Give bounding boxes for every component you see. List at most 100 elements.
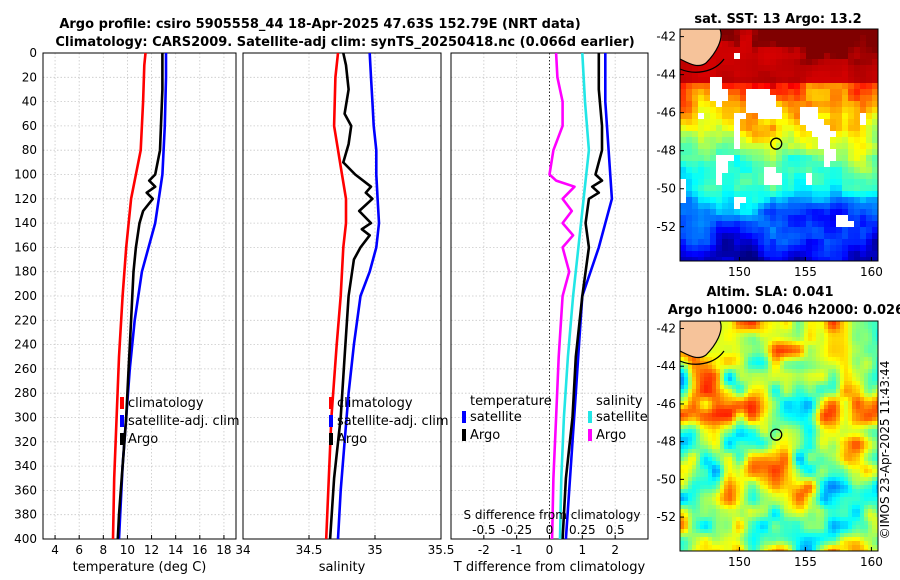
map-cell	[684, 533, 689, 538]
map-cell	[876, 537, 878, 542]
map-cell	[720, 441, 725, 446]
map-cell	[792, 409, 797, 414]
map-cell	[788, 191, 795, 198]
map-cell	[764, 197, 771, 204]
map-cell	[756, 353, 761, 358]
map-cell	[724, 393, 729, 398]
map-cell	[772, 533, 777, 538]
map-cell	[758, 59, 765, 66]
map-cell	[712, 461, 717, 466]
map-cell	[836, 445, 841, 450]
map-cell	[832, 529, 837, 534]
map-cell	[770, 131, 777, 138]
map-cell	[784, 397, 789, 402]
map-cell	[734, 197, 741, 204]
map-cell	[680, 149, 687, 156]
map-cell	[866, 35, 873, 42]
map-cell	[830, 149, 837, 156]
map-cell	[806, 167, 813, 174]
map-cell	[820, 385, 825, 390]
map-cell	[700, 381, 705, 386]
map-cell	[776, 83, 783, 90]
map-cell	[832, 405, 837, 410]
map-cell	[812, 537, 817, 542]
map-cell	[840, 521, 845, 526]
map-cell	[836, 421, 841, 426]
map-cell	[732, 465, 737, 470]
map-cell	[684, 525, 689, 530]
map-cell	[734, 221, 741, 228]
map-y-tick-label: -44	[656, 359, 676, 373]
map-cell	[788, 465, 793, 470]
map-cell	[796, 329, 801, 334]
map-cell	[844, 481, 849, 486]
map-cell	[776, 549, 781, 551]
map-cell	[734, 203, 741, 210]
map-cell	[844, 389, 849, 394]
map-cell	[686, 113, 693, 120]
map-cell	[764, 365, 769, 370]
map-cell	[800, 239, 807, 246]
map-cell	[686, 119, 693, 126]
map-cell	[740, 191, 747, 198]
map-cell	[796, 405, 801, 410]
map-cell	[818, 137, 825, 144]
map-cell	[712, 485, 717, 490]
map-cell	[852, 389, 857, 394]
map-cell	[760, 549, 765, 551]
map-cell	[864, 521, 869, 526]
map-cell	[832, 385, 837, 390]
map-cell	[746, 95, 753, 102]
map-cell	[816, 397, 821, 402]
map-cell	[806, 71, 813, 78]
map-cell	[732, 345, 737, 350]
map-cell	[876, 529, 878, 534]
map-cell	[828, 437, 833, 442]
map-cell	[760, 509, 765, 514]
map-cell	[824, 95, 831, 102]
map-cell	[856, 529, 861, 534]
map-cell	[760, 485, 765, 490]
map-cell	[688, 369, 693, 374]
map-cell	[710, 161, 717, 168]
map-cell	[740, 393, 745, 398]
map-cell	[724, 365, 729, 370]
map-cell	[756, 457, 761, 462]
map-cell	[824, 549, 829, 551]
map-cell	[704, 533, 709, 538]
map-cell	[816, 405, 821, 410]
map-cell	[724, 517, 729, 522]
map-cell	[708, 541, 713, 546]
map-cell	[836, 125, 843, 132]
map-cell	[776, 77, 783, 84]
map-cell	[768, 369, 773, 374]
map-cell	[712, 481, 717, 486]
map-cell	[740, 257, 747, 261]
map-cell	[764, 373, 769, 378]
map-cell	[792, 349, 797, 354]
map-cell	[852, 493, 857, 498]
map-cell	[836, 437, 841, 442]
map-cell	[760, 337, 765, 342]
map-cell	[704, 143, 711, 150]
map-cell	[848, 59, 855, 66]
map-cell	[800, 401, 805, 406]
map-cell	[828, 369, 833, 374]
map-cell	[704, 505, 709, 510]
map-cell	[720, 437, 725, 442]
map-cell	[692, 533, 697, 538]
map-cell	[764, 101, 771, 108]
map-cell	[796, 417, 801, 422]
map-cell	[860, 179, 867, 186]
map-cell	[688, 537, 693, 542]
map-cell	[722, 53, 729, 60]
map-cell	[868, 353, 873, 358]
map-cell	[818, 107, 825, 114]
map-cell	[812, 545, 817, 550]
map-cell	[704, 429, 709, 434]
map-cell	[836, 461, 841, 466]
map-cell	[860, 457, 865, 462]
map-cell	[820, 393, 825, 398]
map-cell	[772, 493, 777, 498]
map-cell	[800, 425, 805, 430]
